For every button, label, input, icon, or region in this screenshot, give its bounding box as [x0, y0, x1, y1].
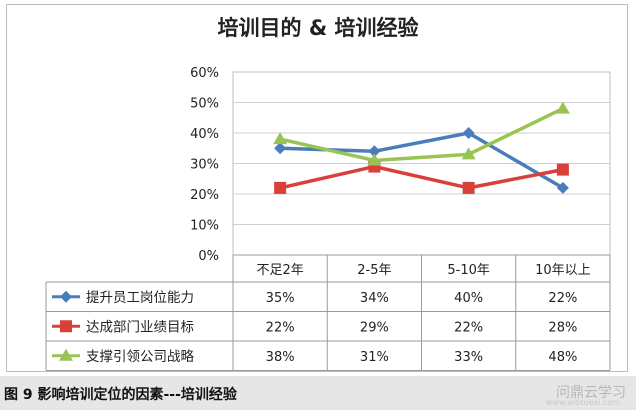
legend-key-marker: [60, 320, 72, 333]
x-tick-label: 2-5年: [357, 263, 391, 278]
data-point: [367, 153, 382, 166]
data-point: [462, 127, 475, 139]
legend-key-marker: [59, 348, 73, 361]
x-tick-label: 10年以上: [535, 263, 591, 278]
legend-label: 支撑引领公司战略: [86, 349, 194, 365]
y-tick-label: 60%: [190, 66, 219, 81]
y-tick-label: 50%: [190, 97, 219, 112]
watermark: 问鼎云学习: [556, 385, 626, 401]
data-label: 22%: [266, 320, 295, 335]
data-label: 31%: [360, 350, 389, 365]
data-point: [274, 181, 287, 194]
data-label: 29%: [360, 320, 389, 335]
data-label: 22%: [548, 291, 577, 306]
legend-label: 提升员工岗位能力: [86, 290, 194, 306]
chart-frame: [6, 4, 628, 372]
data-point: [556, 181, 569, 194]
data-label: 38%: [266, 350, 295, 365]
data-point: [368, 145, 381, 158]
line-chart: 0% 10% 20% 30% 40% 50% 60% 不足2年 2-5年 5-10年 10年以上提升…: [45, 66, 611, 371]
y-tick-label: 40%: [190, 127, 219, 142]
data-point: [462, 181, 475, 194]
data-label: 22%: [454, 320, 483, 335]
watermark-url: www.wdxuexi.com: [545, 398, 620, 407]
y-tick-label: 10%: [190, 219, 219, 234]
data-point: [556, 163, 569, 176]
figure-caption: 图 9 影响培训定位的因素---培训经验: [4, 387, 237, 403]
data-label: 33%: [454, 350, 483, 365]
y-tick-label: 30%: [190, 158, 219, 173]
y-tick-label: 0%: [198, 249, 219, 264]
data-point: [461, 147, 476, 160]
x-tick-label: 5-10年: [447, 263, 490, 278]
series-line: [279, 164, 564, 190]
data-label: 40%: [454, 291, 483, 306]
y-tick-label: 20%: [190, 188, 219, 203]
data-label: 35%: [266, 291, 295, 306]
series-line: [279, 107, 564, 163]
data-label: 48%: [548, 350, 577, 365]
data-point: [273, 132, 288, 145]
caption-bar: 图 9 影响培训定位的因素---培训经验 问鼎云学习: [0, 376, 636, 410]
data-point: [274, 142, 287, 155]
legend-label: 达成部门业绩目标: [86, 319, 194, 335]
chart-title: 培训目的 & 培训经验: [217, 16, 419, 40]
data-point: [555, 101, 570, 114]
x-tick-label: 不足2年: [256, 263, 303, 278]
legend-key-marker: [60, 290, 72, 303]
data-label: 28%: [548, 320, 577, 335]
data-label: 34%: [360, 291, 389, 306]
